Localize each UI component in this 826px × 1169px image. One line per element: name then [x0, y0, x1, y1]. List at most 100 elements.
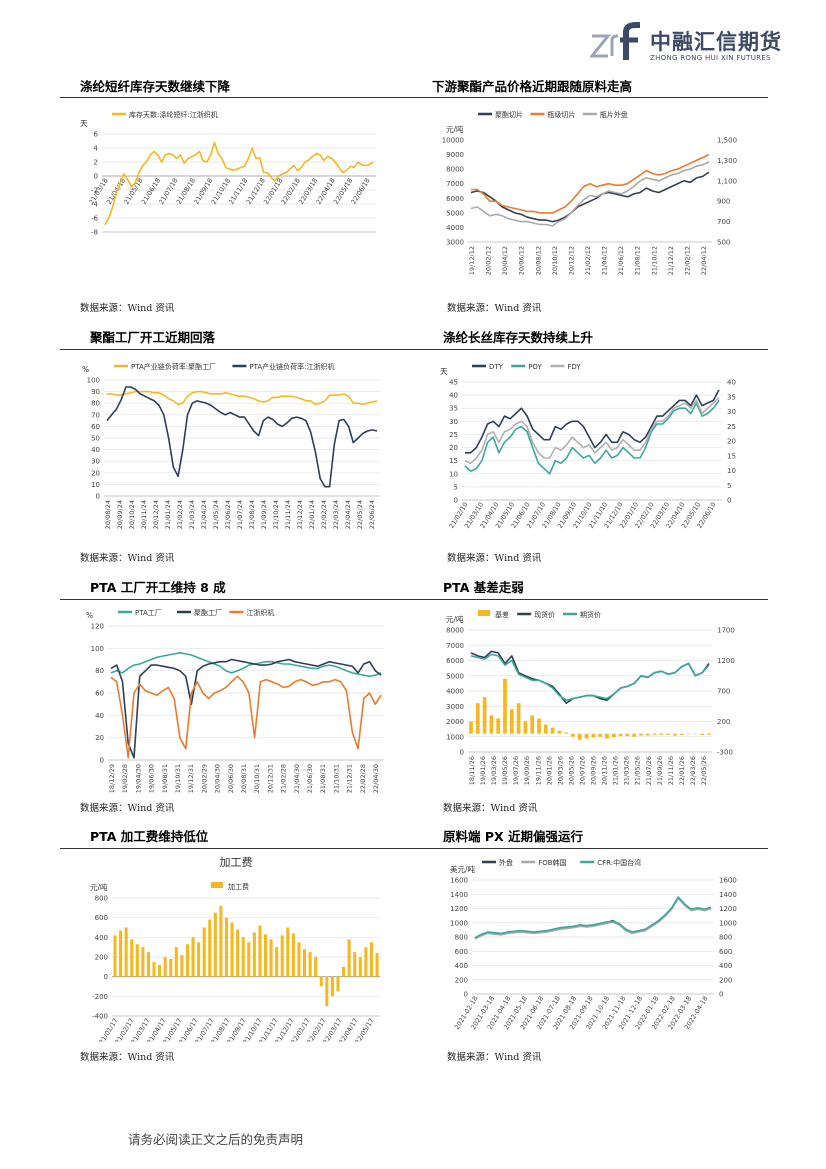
y-tick-label: 1600	[450, 877, 468, 885]
y-tick-label: -2	[91, 187, 98, 195]
bar-mark	[308, 952, 312, 977]
bar-mark	[269, 939, 273, 977]
y-tick-label: 2000	[446, 718, 464, 726]
bar-mark	[236, 929, 240, 977]
y-tick-label: 1000	[446, 733, 464, 741]
chart-pta-operating-rate: % 0 20 40 60 80 100 120 18/12/29 19/02/28 19/04/30…	[86, 608, 384, 793]
y2-tick-label: 1,500	[717, 137, 737, 145]
x-tick-label: 21/04/30	[293, 764, 301, 793]
legend-label: PTA产业链负荷率:江浙织机	[249, 362, 334, 371]
bar-mark	[130, 939, 134, 977]
y-tick-label: 400	[455, 962, 468, 970]
bar-mark	[141, 947, 145, 977]
panel-title-8: 原料端 PX 近期偏强运行	[443, 829, 584, 844]
x-tick-label: 18/12/29	[108, 764, 116, 793]
panel-title-3: 聚酯工厂开工近期回落	[90, 330, 216, 345]
y2-tick-label: 1700	[717, 627, 735, 635]
y-tick-label: 50	[91, 435, 100, 443]
legend-label: POY	[528, 363, 542, 371]
y-tick-label: 20	[449, 444, 458, 452]
bar-mark	[686, 733, 691, 735]
x-tick-label: 22/03/26	[689, 756, 697, 785]
y-tick-label: 600	[455, 948, 468, 956]
x-tick-label: 19/03/26	[490, 756, 498, 785]
source-note-4: 数据来源：Wind 资讯	[447, 553, 542, 564]
bar-mark	[369, 942, 373, 977]
panel-title-1: 涤纶短纤库存天数继续下降	[80, 79, 231, 94]
x-tick-label: 20/12/24	[152, 500, 160, 529]
y2-tick-label: 200	[719, 976, 732, 984]
x-tick-label: 22/05/24	[356, 500, 364, 529]
bar-mark	[213, 912, 217, 977]
x-tick-label: 20/02/12	[485, 246, 493, 275]
y-tick-label: 0	[464, 991, 468, 999]
bar-mark	[475, 703, 480, 734]
bar-mark	[241, 937, 245, 977]
x-tick-label: 22/01/24	[308, 500, 316, 529]
bar-mark	[618, 733, 623, 737]
y-tick-label: 0	[96, 493, 100, 501]
bar-mark	[263, 934, 268, 977]
x-tick-label: 20/09/26	[590, 756, 598, 785]
bar-mark	[645, 733, 650, 736]
bar-mark	[336, 976, 340, 992]
bar-mark	[353, 952, 357, 977]
x-tick-label: 20/11/26	[601, 756, 609, 785]
bar-mark	[185, 944, 190, 977]
bar-mark	[258, 925, 262, 977]
x-tick-label: 21/04/24	[200, 500, 208, 529]
y-tick-label: 7000	[446, 180, 464, 188]
bar-mark	[571, 733, 575, 737]
y-tick-label: 0	[460, 749, 464, 757]
y2-tick-label: 1,100	[717, 177, 737, 185]
divider	[60, 349, 768, 350]
bar-mark	[577, 733, 582, 740]
bar-mark	[375, 953, 379, 977]
bar-mark	[503, 678, 507, 734]
x-tick-label: 21/05/26	[634, 756, 642, 785]
y-tick-label: 120	[91, 623, 104, 631]
chart-px-prices: 美元/吨 0 200 400 600 800 1000 1200 1400 1600 0 200 400…	[450, 858, 737, 1031]
y-tick-label: 400	[95, 934, 108, 942]
bar-mark	[693, 733, 698, 735]
x-tick-label: 19/12/12	[468, 246, 476, 275]
bar-mark	[280, 935, 284, 977]
logo-text-cn: 中融汇信期货	[650, 30, 782, 54]
legend-label: PTA产业链负荷率:聚酯工厂	[131, 362, 216, 371]
bar-mark	[364, 947, 368, 977]
bar-mark	[302, 949, 307, 977]
y-tick-label: 80	[95, 667, 104, 675]
y2-tick-label: 600	[719, 948, 732, 956]
bar-mark	[202, 927, 206, 977]
bar-mark	[537, 718, 541, 734]
x-tick-label: 19/05/26	[501, 756, 509, 785]
x-tick-label: 22/05/26	[700, 756, 708, 785]
bar-mark	[325, 976, 329, 1007]
series-line	[470, 161, 710, 227]
y-tick-label: 1200	[450, 905, 468, 913]
chart-polyester-prices: 元/吨 3000 4000 5000 6000 7000 8000 9000 10000 500 7…	[442, 110, 737, 275]
y2-tick-label: 1400	[719, 891, 737, 899]
bar-mark	[291, 933, 295, 977]
x-tick-label: 21/08/24	[248, 500, 256, 529]
x-tick-label: 22/02/12	[683, 246, 691, 275]
panel-title-2: 下游聚酯产品价格近期跟随原料走高	[432, 79, 633, 94]
bar-mark	[611, 733, 616, 738]
legend-label: FOB韩国	[538, 858, 566, 867]
x-tick-label: 21/12/24	[296, 500, 304, 529]
panel-title-6: PTA 基差走弱	[443, 580, 524, 595]
legend-label: FDY	[567, 363, 581, 371]
x-tick-label: 21/04/12	[601, 246, 609, 275]
y-tick-label: 40	[91, 446, 100, 454]
bar-mark	[113, 935, 117, 977]
x-tick-label: 20/05/26	[567, 756, 575, 785]
y2-tick-label: 900	[717, 198, 730, 206]
x-tick-label: 21/02/12	[584, 246, 592, 275]
x-tick-label: 21/08/31	[319, 764, 327, 793]
y-tick-label: 0	[100, 757, 104, 765]
bar-mark	[191, 937, 195, 977]
y-tick-label: 10	[91, 481, 100, 489]
y2-tick-label: 800	[719, 934, 732, 942]
y2-tick-label: 400	[719, 962, 732, 970]
bar-mark	[469, 721, 473, 734]
